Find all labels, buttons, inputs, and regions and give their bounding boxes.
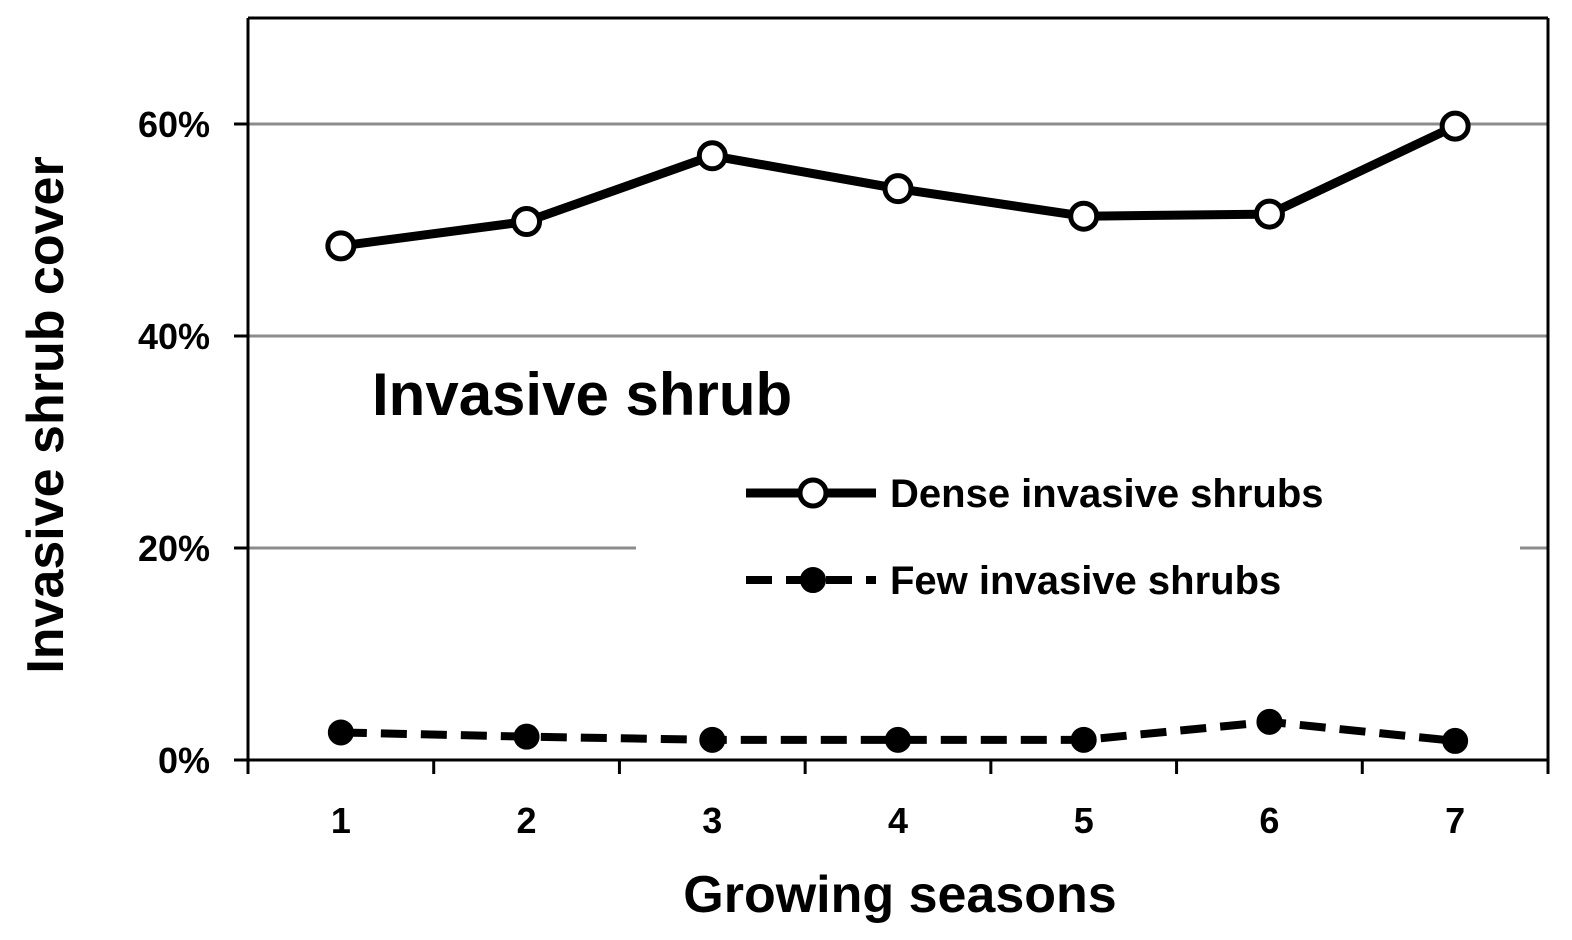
data-point-few-3 bbox=[699, 726, 726, 753]
data-point-dense-4 bbox=[882, 173, 914, 205]
data-point-few-7 bbox=[1442, 727, 1469, 754]
data-point-few-4 bbox=[885, 726, 911, 753]
x-tick-label-3: 3 bbox=[702, 800, 722, 841]
data-point-few-2 bbox=[513, 723, 540, 750]
y-tick-label-40: 40% bbox=[138, 316, 210, 357]
legend-marker-few bbox=[800, 567, 826, 593]
legend-item-dense: Dense invasive shrubs bbox=[746, 472, 1324, 516]
x-tick-label-4: 4 bbox=[888, 800, 908, 841]
legend: Dense invasive shrubs Few invasive shrub… bbox=[746, 472, 1324, 603]
legend-item-few: Few invasive shrubs bbox=[746, 559, 1281, 603]
x-tick-label-7: 7 bbox=[1445, 800, 1465, 841]
chart-annotation: Invasive shrub bbox=[372, 361, 792, 428]
legend-background bbox=[636, 455, 1520, 615]
axes: 0% 20% 40% 60% 1 2 3 4 5 6 7 bbox=[138, 16, 1550, 841]
legend-label-few: Few invasive shrubs bbox=[890, 559, 1281, 603]
y-tick-label-60: 60% bbox=[138, 104, 210, 145]
x-tick-label-2: 2 bbox=[517, 800, 537, 841]
y-tick-label-0: 0% bbox=[158, 740, 210, 781]
data-point-few-5 bbox=[1070, 726, 1097, 753]
data-point-dense-5 bbox=[1068, 200, 1100, 232]
series bbox=[325, 110, 1471, 754]
data-point-dense-1 bbox=[325, 230, 357, 262]
data-point-few-6 bbox=[1256, 708, 1283, 735]
legend-marker-dense bbox=[797, 477, 829, 509]
y-tick-label-20: 20% bbox=[138, 528, 210, 569]
data-point-dense-6 bbox=[1253, 198, 1285, 230]
x-tick-label-1: 1 bbox=[331, 800, 351, 841]
x-tick-label-5: 5 bbox=[1074, 800, 1094, 841]
data-point-dense-2 bbox=[511, 206, 543, 238]
x-axis-title: Growing seasons bbox=[683, 866, 1116, 924]
y-axis-title: Invasive shrub cover bbox=[17, 156, 75, 673]
data-point-few-1 bbox=[327, 719, 354, 746]
data-point-dense-7 bbox=[1439, 110, 1471, 142]
legend-label-dense: Dense invasive shrubs bbox=[890, 472, 1324, 516]
x-tick-label-6: 6 bbox=[1259, 800, 1279, 841]
data-point-dense-3 bbox=[696, 140, 728, 172]
